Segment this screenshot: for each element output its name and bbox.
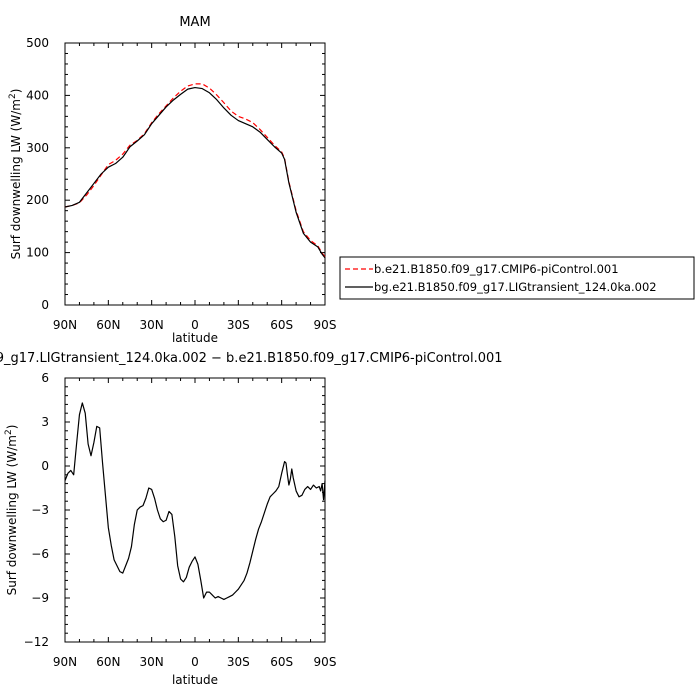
bottom-x-tick-label: 60N: [96, 655, 120, 669]
bottom-chart: bg.e21.B1850.f09_g17.LIGtransient_124.0k…: [0, 351, 503, 687]
bottom-y-tick-label: −3: [31, 503, 49, 517]
bottom-y-tick-label: 0: [41, 459, 49, 473]
top-x-tick-label: 90N: [53, 318, 77, 332]
top-x-tick-label: 90S: [314, 318, 337, 332]
top-x-tick-label: 30S: [227, 318, 250, 332]
bottom-series-group: [64, 402, 326, 601]
bottom-plot-frame: [64, 377, 326, 643]
top-x-tick-label: 60N: [96, 318, 120, 332]
bottom-y-tick-label: −9: [31, 591, 49, 605]
bottom-y-axis-label: Surf downwelling LW (W/m2): [4, 425, 19, 596]
legend-box: [339, 256, 695, 300]
top-x-tick-label: 0: [191, 318, 199, 332]
top-chart: MAM 90N 60N 30N 0 30S 60S 90S 0 100 200 300 400 500…: [8, 15, 336, 345]
top-x-axis-label: latitude: [172, 331, 218, 345]
top-x-tick-label: 60S: [270, 318, 293, 332]
bottom-y-tick-label: 6: [41, 371, 49, 385]
legend: b.e21.B1850.f09_g17.CMIP6-piControl.001 …: [339, 256, 695, 300]
legend-label-control: b.e21.B1850.f09_g17.CMIP6-piControl.001: [374, 262, 619, 276]
top-y-tick-label: 100: [26, 246, 49, 260]
bottom-y-tick-label: −12: [24, 635, 49, 649]
top-chart-title: MAM: [179, 15, 210, 30]
top-series-line-1: [64, 86, 326, 259]
top-y-tick-label: 0: [41, 298, 49, 312]
bottom-x-axis-label: latitude: [172, 673, 218, 687]
top-series-line-0: [64, 83, 326, 258]
top-y-tick-label: 500: [26, 36, 49, 50]
bottom-series-line-0: [64, 402, 326, 601]
bottom-y-axis: −12 −9 −6 −3 0 3 6: [24, 371, 325, 649]
bottom-x-tick-label: 30S: [227, 655, 250, 669]
top-plot-frame: [64, 42, 326, 306]
bottom-chart-title: bg.e21.B1850.f09_g17.LIGtransient_124.0k…: [0, 351, 503, 366]
top-y-axis-label: Surf downwelling LW (W/m2): [8, 89, 23, 260]
bottom-x-tick-label: 0: [191, 655, 199, 669]
bottom-x-tick-label: 30N: [140, 655, 164, 669]
bottom-x-tick-label: 90N: [53, 655, 77, 669]
top-series-group: [64, 83, 326, 259]
top-x-axis: 90N 60N 30N 0 30S 60S 90S: [53, 43, 337, 332]
bottom-x-tick-label: 90S: [314, 655, 337, 669]
top-x-tick-label: 30N: [140, 318, 164, 332]
bottom-x-tick-label: 60S: [270, 655, 293, 669]
bottom-y-tick-label: 3: [41, 415, 49, 429]
bottom-x-axis: 90N 60N 30N 0 30S 60S 90S: [53, 378, 337, 669]
top-y-axis: 0 100 200 300 400 500: [26, 36, 325, 312]
top-y-tick-label: 400: [26, 88, 49, 102]
top-y-tick-label: 300: [26, 141, 49, 155]
top-y-tick-label: 200: [26, 193, 49, 207]
bottom-y-tick-label: −6: [31, 547, 49, 561]
legend-label-lig: bg.e21.B1850.f09_g17.LIGtransient_124.0k…: [374, 280, 657, 294]
